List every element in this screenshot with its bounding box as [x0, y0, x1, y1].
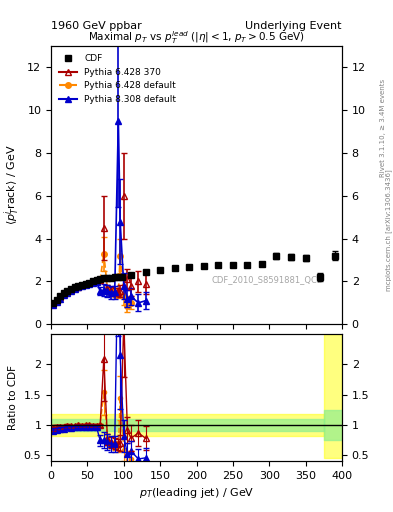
Text: mcplots.cern.ch [arXiv:1306.3436]: mcplots.cern.ch [arXiv:1306.3436]: [386, 169, 393, 291]
X-axis label: $p_T$(leading jet) / GeV: $p_T$(leading jet) / GeV: [139, 486, 254, 500]
Y-axis label: $\langle p^i_T\mathrm{rack} \rangle$ / GeV: $\langle p^i_T\mathrm{rack} \rangle$ / G…: [2, 145, 22, 225]
Title: Maximal $p_T$ vs $p_T^{lead}$ ($|\eta| < 1$, $p_T > 0.5$ GeV): Maximal $p_T$ vs $p_T^{lead}$ ($|\eta| <…: [88, 29, 305, 46]
Legend: CDF, Pythia 6.428 370, Pythia 6.428 default, Pythia 8.308 default: CDF, Pythia 6.428 370, Pythia 6.428 defa…: [55, 51, 180, 108]
Y-axis label: Ratio to CDF: Ratio to CDF: [8, 365, 18, 430]
Text: Rivet 3.1.10, ≥ 3.4M events: Rivet 3.1.10, ≥ 3.4M events: [380, 79, 386, 177]
Text: CDF_2010_S8591881_QCD: CDF_2010_S8591881_QCD: [211, 275, 323, 285]
Text: Underlying Event: Underlying Event: [245, 20, 342, 31]
Text: 1960 GeV ppbar: 1960 GeV ppbar: [51, 20, 142, 31]
